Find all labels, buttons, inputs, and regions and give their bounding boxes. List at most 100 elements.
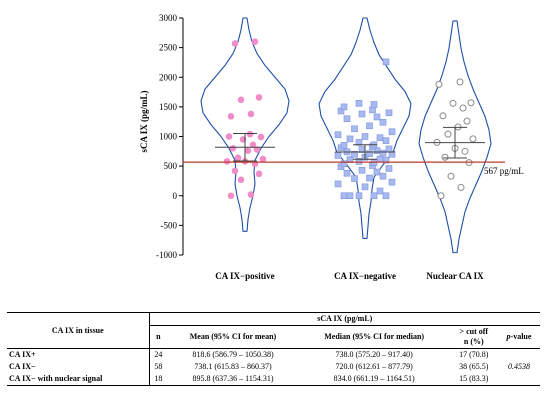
data-point	[343, 169, 351, 177]
data-point	[439, 112, 447, 120]
data-point	[382, 137, 390, 144]
data-point	[346, 192, 354, 200]
data-point	[334, 131, 342, 139]
data-point	[370, 192, 378, 200]
data-point	[379, 149, 387, 157]
data-point	[437, 192, 445, 200]
y-tick-label: 1000	[159, 132, 178, 142]
header-cutoff: > cut off n (%)	[450, 326, 498, 349]
table-subheader-row: n Mean (95% CI for mean) Median (95% CI …	[7, 326, 540, 349]
violins	[200, 17, 492, 254]
data-point	[231, 167, 239, 175]
y-tick-label: 1500	[159, 102, 178, 112]
data-point	[385, 165, 393, 172]
y-tick-label: 0	[173, 191, 178, 201]
data-point	[227, 192, 235, 200]
row-cutoff: 15 (83.3)	[459, 374, 489, 383]
violin-outline	[418, 20, 492, 254]
data-point	[385, 145, 393, 153]
row-mean: 818.6 (586.79 – 1050.38)	[192, 350, 274, 359]
table-header-row: CA IX in tissue sCA IX (pg/mL)	[7, 312, 540, 349]
y-tick-label: 2500	[159, 43, 178, 53]
data-point	[373, 113, 381, 121]
data-point	[366, 122, 373, 130]
y-tick-label: -1000	[156, 250, 177, 260]
data-point	[343, 115, 351, 123]
header-cutoff-line2: n (%)	[463, 337, 484, 346]
statistics-table: CA IX in tissue sCA IX (pg/mL) n Mean (9…	[7, 312, 540, 386]
data-point	[237, 96, 245, 104]
category-label: Nuclear CA IX	[426, 271, 484, 281]
data-point	[385, 109, 393, 117]
header-median: Median (95% CI for median)	[324, 332, 425, 341]
category-label: CA IX−negative	[334, 271, 396, 281]
data-point	[376, 187, 384, 195]
data-point	[340, 103, 348, 111]
data-point	[467, 99, 475, 107]
data-point	[340, 142, 348, 149]
row-median: 720.0 (612.61 – 877.79)	[335, 362, 413, 371]
violin-outline	[200, 17, 290, 232]
header-mean: Mean (95% CI for mean)	[189, 332, 277, 341]
data-point	[457, 183, 465, 191]
data-point	[444, 130, 452, 138]
data-points	[223, 38, 477, 200]
row-n: 24	[154, 350, 163, 359]
data-point	[237, 176, 245, 184]
data-point	[255, 170, 263, 178]
data-point	[355, 139, 363, 146]
row-cutoff: 38 (65.5)	[459, 362, 489, 371]
row-mean: 895.8 (637.36 – 1154.31)	[192, 374, 274, 383]
data-point	[355, 192, 363, 200]
data-point	[435, 80, 443, 88]
data-point	[247, 110, 255, 118]
data-point	[334, 152, 342, 159]
data-point	[456, 78, 464, 86]
data-point	[340, 192, 348, 200]
cutoff-label: 567 pg/mL	[484, 166, 524, 176]
row-n: 18	[154, 374, 163, 383]
data-point	[382, 58, 390, 66]
data-point	[223, 158, 231, 165]
row-label: CA IX+	[7, 348, 150, 361]
y-tick-label: 2000	[159, 72, 178, 82]
data-point	[441, 153, 449, 161]
table-row: CA IX− with nuclear signal 18 895.8 (637…	[7, 373, 540, 386]
data-point	[463, 117, 471, 125]
data-point	[461, 147, 469, 155]
data-point	[366, 174, 373, 182]
data-point	[388, 178, 396, 186]
table-row: CA IX+ 24 818.6 (586.79 – 1050.38) 738.0…	[7, 348, 540, 371]
row-mean: 738.1 (615.83 – 860.37)	[194, 362, 272, 371]
data-point	[255, 94, 263, 101]
data-point	[257, 133, 265, 141]
row-cutoff: 17 (70.8)	[459, 350, 489, 359]
data-point	[231, 40, 239, 47]
data-point	[249, 141, 257, 149]
header-n: n	[156, 332, 161, 341]
header-p-letter: p	[506, 332, 511, 341]
y-tick-label: -500	[161, 220, 178, 230]
category-label: CA IX−positive	[215, 271, 274, 281]
data-point	[246, 130, 254, 138]
data-point	[251, 38, 259, 45]
data-point	[334, 180, 342, 188]
header-sca: sCA IX (pg/mL)	[149, 312, 540, 326]
data-point	[340, 160, 348, 168]
data-point	[382, 192, 390, 200]
header-pvalue: p-value	[498, 326, 540, 349]
header-tissue: CA IX in tissue	[7, 312, 150, 349]
data-point	[376, 155, 384, 163]
violin-outline	[318, 17, 412, 239]
row-n: 58	[154, 362, 163, 371]
table-row: CA IX− 58 738.1 (615.83 – 860.37) 720.0 …	[7, 361, 540, 373]
data-point	[355, 158, 363, 165]
data-point	[358, 110, 366, 118]
data-point	[227, 113, 235, 120]
data-point	[351, 175, 358, 182]
y-tick-label: 3000	[159, 13, 178, 23]
data-point	[229, 145, 237, 152]
mean-ci-markers	[215, 126, 485, 162]
reference-line: 567 pg/mL	[183, 161, 524, 176]
row-median: 834.0 (661.19 – 1164.51)	[333, 374, 415, 383]
